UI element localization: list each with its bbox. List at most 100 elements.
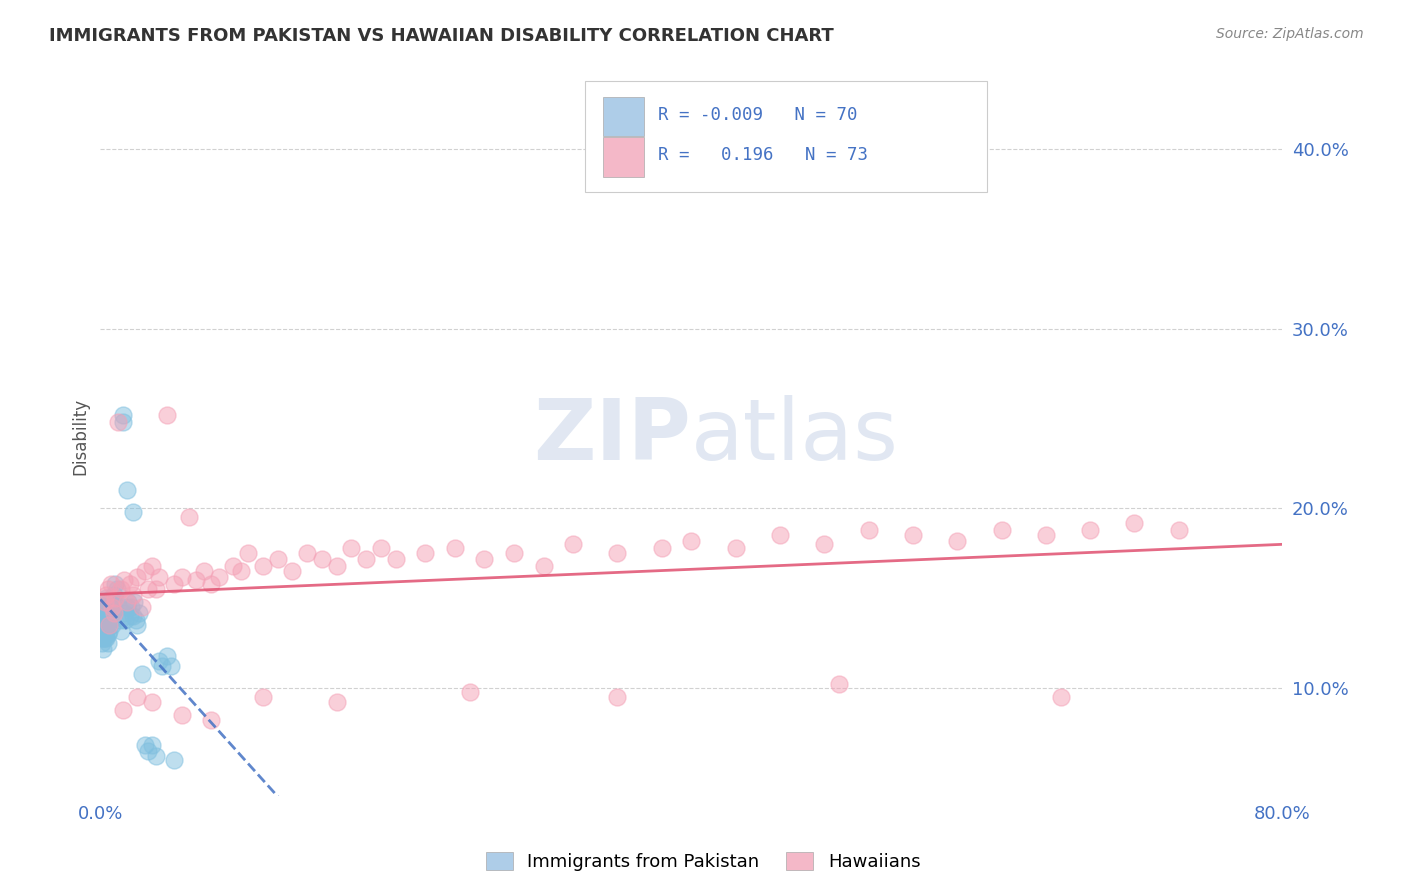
Point — [91, 595, 114, 609]
Point — [156, 648, 179, 663]
Point — [104, 591, 127, 606]
Point — [94, 613, 117, 627]
Point — [94, 627, 117, 641]
Point — [458, 684, 481, 698]
Point — [91, 624, 114, 638]
Point — [111, 702, 134, 716]
Point — [281, 564, 304, 578]
Point — [946, 533, 969, 548]
Point — [1123, 516, 1146, 530]
Point — [128, 606, 150, 620]
Point — [134, 564, 156, 578]
Point — [170, 569, 193, 583]
Point — [117, 595, 139, 609]
Point — [96, 591, 118, 606]
Point — [1078, 523, 1101, 537]
Point — [118, 577, 141, 591]
Point — [131, 666, 153, 681]
Point — [200, 577, 222, 591]
Point — [340, 541, 363, 555]
Point — [94, 595, 117, 609]
Point — [724, 541, 747, 555]
Point — [145, 582, 167, 597]
Y-axis label: Disability: Disability — [72, 398, 89, 475]
Point — [90, 618, 112, 632]
Point — [104, 577, 127, 591]
Point — [121, 505, 143, 519]
Point — [136, 744, 159, 758]
Point — [222, 558, 245, 573]
Point — [148, 654, 170, 668]
Point — [90, 636, 112, 650]
Point — [186, 574, 208, 588]
Point — [236, 546, 259, 560]
Point — [207, 569, 229, 583]
Point — [101, 600, 124, 615]
Point — [110, 582, 132, 597]
Point — [131, 600, 153, 615]
Point — [990, 523, 1012, 537]
Point — [107, 415, 129, 429]
Point — [111, 415, 134, 429]
Point — [112, 606, 135, 620]
Point — [415, 546, 437, 560]
Point — [127, 569, 149, 583]
Point — [325, 558, 347, 573]
Point — [104, 591, 127, 606]
Point — [98, 595, 121, 609]
Text: R =   0.196   N = 73: R = 0.196 N = 73 — [658, 146, 868, 164]
Point — [160, 659, 183, 673]
FancyBboxPatch shape — [603, 97, 644, 136]
Point — [769, 528, 792, 542]
Point — [90, 609, 112, 624]
Point — [96, 624, 118, 638]
Point — [170, 708, 193, 723]
Point — [101, 618, 124, 632]
Point — [115, 483, 138, 498]
Point — [163, 577, 186, 591]
Point — [96, 606, 118, 620]
Point — [101, 606, 124, 620]
Point — [125, 613, 148, 627]
Point — [91, 606, 114, 620]
Point — [121, 588, 143, 602]
Point — [97, 582, 120, 597]
Point — [103, 588, 125, 602]
Point — [124, 595, 146, 609]
Point — [94, 624, 117, 638]
Point — [901, 528, 924, 542]
Point — [651, 541, 673, 555]
Point — [100, 577, 122, 591]
Point — [148, 569, 170, 583]
Point — [94, 631, 117, 645]
Point — [606, 546, 628, 560]
Point — [141, 739, 163, 753]
FancyBboxPatch shape — [585, 81, 987, 193]
Point — [98, 606, 121, 620]
Point — [356, 551, 378, 566]
Point — [156, 408, 179, 422]
Point — [503, 546, 526, 560]
Point — [91, 618, 114, 632]
Point — [152, 659, 174, 673]
Point — [200, 714, 222, 728]
Point — [533, 558, 555, 573]
Text: IMMIGRANTS FROM PAKISTAN VS HAWAIIAN DISABILITY CORRELATION CHART: IMMIGRANTS FROM PAKISTAN VS HAWAIIAN DIS… — [49, 27, 834, 45]
Point — [96, 613, 118, 627]
Point — [96, 631, 118, 645]
Point — [813, 537, 835, 551]
Point — [105, 582, 128, 597]
Point — [141, 695, 163, 709]
Point — [97, 636, 120, 650]
Point — [606, 690, 628, 704]
Point — [91, 641, 114, 656]
Point — [90, 600, 112, 615]
Point — [141, 558, 163, 573]
Point — [828, 677, 851, 691]
Point — [97, 627, 120, 641]
Point — [100, 600, 122, 615]
Point — [1049, 690, 1071, 704]
Point — [103, 606, 125, 620]
Point — [98, 618, 121, 632]
Text: atlas: atlas — [692, 395, 900, 478]
